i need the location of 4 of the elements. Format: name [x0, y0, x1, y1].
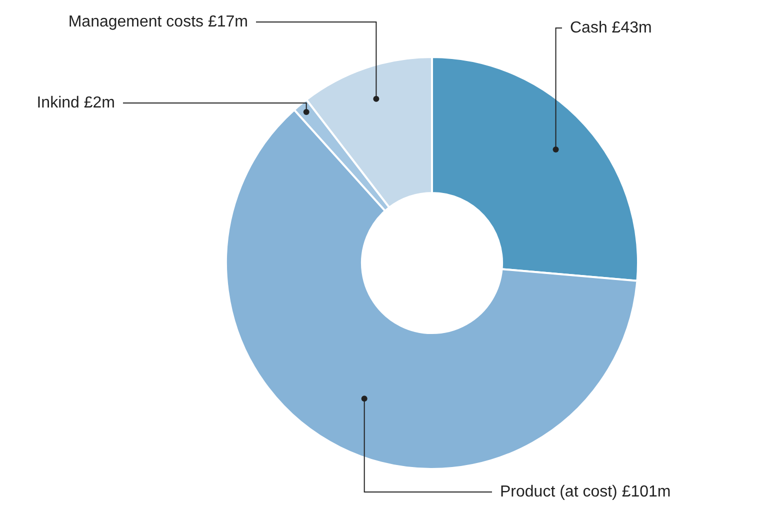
- slice-label: Cash £43m: [570, 19, 652, 36]
- slice-label: Inkind £2m: [36, 94, 115, 112]
- slice-label: Product (at cost) £101m: [500, 483, 671, 500]
- slice-label: Management costs £17m: [68, 13, 248, 30]
